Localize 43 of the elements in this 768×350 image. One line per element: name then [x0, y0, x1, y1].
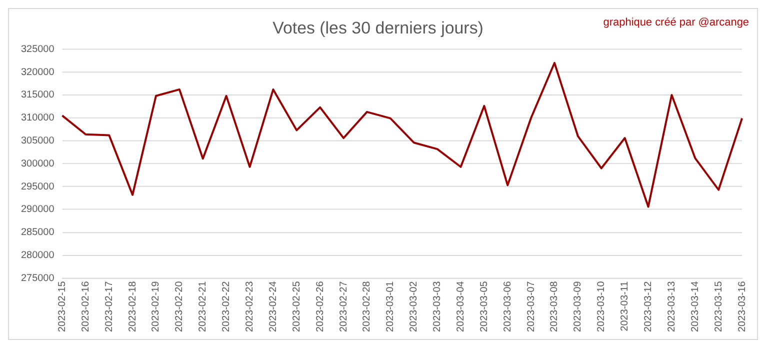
- x-tick-label: 2023-03-03: [432, 280, 444, 332]
- x-tick-label: 2023-02-22: [221, 280, 232, 332]
- x-tick-label: 2023-02-16: [80, 280, 92, 332]
- y-tick-label: 280000: [21, 250, 55, 262]
- chart-title: Votes (les 30 derniers jours): [272, 18, 484, 38]
- x-tick-label: 2023-03-13: [666, 280, 678, 332]
- y-tick-label: 285000: [21, 227, 55, 238]
- x-tick-label: 2023-03-04: [455, 280, 466, 332]
- y-tick-label: 290000: [21, 204, 55, 216]
- y-tick-label: 310000: [21, 112, 55, 124]
- x-tick-label: 2023-02-26: [314, 280, 326, 332]
- x-tick-label: 2023-03-11: [620, 280, 631, 332]
- x-tick-label: 2023-02-17: [104, 280, 115, 332]
- x-tick-label: 2023-02-15: [56, 280, 68, 332]
- text: graphique créé par @arcange: [603, 16, 750, 28]
- y-tick-label: 275000: [21, 272, 55, 284]
- x-tick-label: 2023-03-07: [526, 280, 537, 332]
- y-tick-label: 315000: [21, 90, 55, 101]
- x-tick-label: 2023-02-21: [198, 280, 209, 332]
- x-tick-label: 2023-03-12: [643, 280, 654, 332]
- y-tick-label: 305000: [21, 136, 55, 147]
- x-tick-label: 2023-02-27: [338, 280, 350, 332]
- x-tick-label: 2023-03-02: [408, 280, 420, 332]
- x-tick-label: 2023-03-06: [502, 280, 514, 332]
- x-tick-label: 2023-02-20: [174, 280, 186, 332]
- x-tick-label: 2023-02-18: [127, 280, 138, 332]
- x-tick-label: 2023-02-24: [268, 280, 279, 332]
- x-tick-label: 2023-02-23: [244, 280, 256, 332]
- x-tick-label: 2023-02-19: [150, 280, 162, 332]
- x-tick-label: 2023-02-28: [362, 280, 373, 332]
- x-tick-label: 2023-03-16: [736, 280, 748, 332]
- x-tick-label: 2023-03-14: [690, 280, 701, 332]
- x-tick-label: 2023-03-01: [385, 280, 396, 332]
- y-tick-label: 300000: [21, 158, 55, 170]
- y-tick-label: 320000: [21, 66, 55, 78]
- y-tick-label: 295000: [21, 181, 55, 192]
- x-tick-label: 2023-03-15: [713, 280, 724, 332]
- x-tick-label: 2023-03-09: [572, 280, 584, 332]
- x-tick-label: 2023-03-10: [596, 280, 608, 332]
- x-tick-label: 2023-03-08: [549, 280, 560, 332]
- y-tick-label: 325000: [21, 44, 55, 55]
- x-tick-label: 2023-03-05: [478, 280, 490, 332]
- x-tick-label: 2023-02-25: [291, 280, 302, 332]
